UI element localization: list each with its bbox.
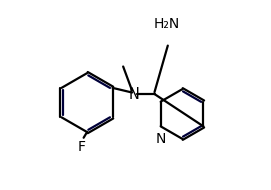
Text: F: F	[77, 140, 85, 154]
Text: H₂N: H₂N	[154, 17, 180, 31]
Text: N: N	[128, 87, 139, 101]
Text: N: N	[156, 132, 166, 146]
